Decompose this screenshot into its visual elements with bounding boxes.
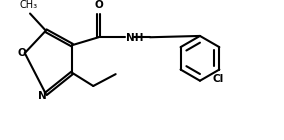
Text: Cl: Cl [212, 74, 224, 84]
Text: N: N [38, 91, 47, 101]
Text: O: O [17, 48, 26, 58]
Text: O: O [94, 0, 103, 10]
Text: CH₃: CH₃ [20, 0, 38, 10]
Text: NH: NH [126, 33, 144, 43]
